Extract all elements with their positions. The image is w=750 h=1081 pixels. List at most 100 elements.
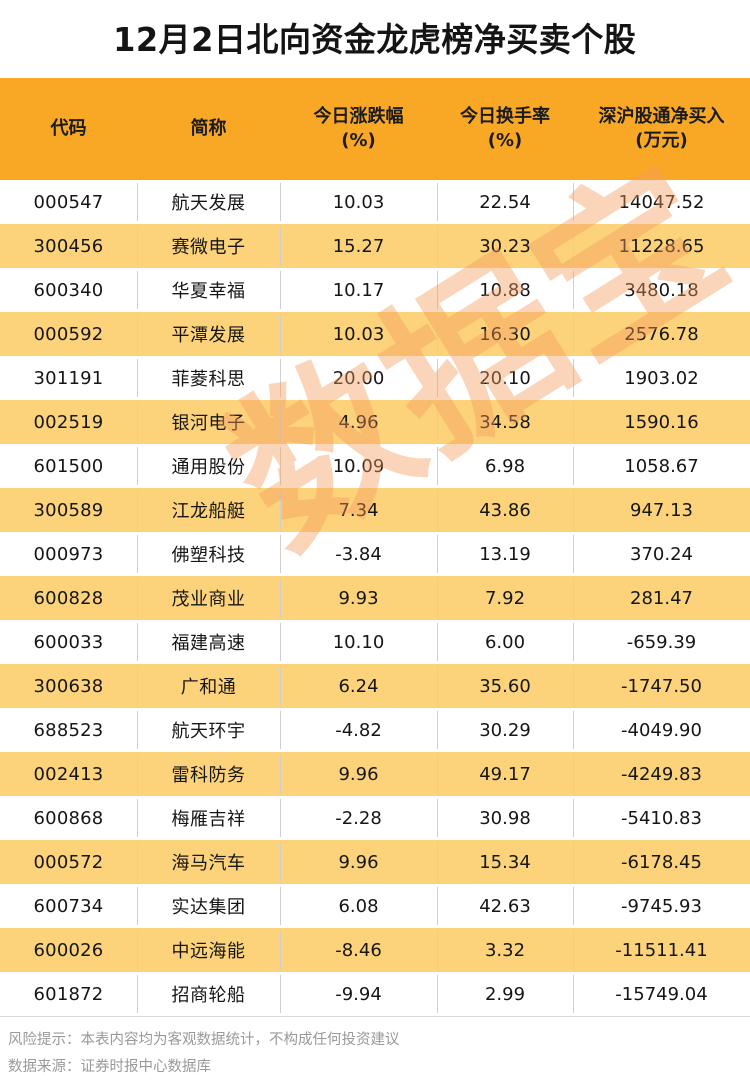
cell-turnover: 30.29 xyxy=(437,708,573,752)
table-row: 000973 佛塑科技 -3.84 13.19 370.24 xyxy=(0,532,750,576)
table-row: 300589 江龙船艇 7.34 43.86 947.13 xyxy=(0,488,750,532)
column-header-net-buy-line1: 深沪股通净买入 xyxy=(598,106,725,128)
cell-code: 300456 xyxy=(33,235,104,257)
cell-short-name: 广和通 xyxy=(137,664,280,708)
cell-turnover: 10.88 xyxy=(437,268,573,312)
cell-net-buy: 1058.67 xyxy=(573,444,750,488)
cell-short-name: 梅雁吉祥 xyxy=(137,796,280,840)
column-header-short-name: 简称 xyxy=(137,78,280,180)
cell-code: 600734 xyxy=(33,895,104,917)
column-header-code: 代码 xyxy=(0,78,137,180)
cell-code: 600868 xyxy=(33,807,104,829)
cell-turnover: 13.19 xyxy=(437,532,573,576)
cell-short-name: 实达集团 xyxy=(137,884,280,928)
table-body: 000547 航天发展 10.03 22.54 14047.52 300456 赛微电子 15… xyxy=(0,180,750,1017)
cell-net-buy: 947.13 xyxy=(573,488,750,532)
cell-change-pct: 9.96 xyxy=(280,752,437,796)
cell-net-buy: -4249.83 xyxy=(573,752,750,796)
cell-turnover: 2.99 xyxy=(437,972,573,1016)
table-row: 000592 平潭发展 10.03 16.30 2576.78 xyxy=(0,312,750,356)
cell-turnover: 16.30 xyxy=(437,312,573,356)
data-table: 代码 简称 今日涨跌幅 (%) 今日换手率 (%) 深沪股通净买入 (万元) 0… xyxy=(0,78,750,1017)
cell-turnover: 3.32 xyxy=(437,928,573,972)
page-title: 12月2日北向资金龙虎榜净买卖个股 xyxy=(113,19,637,59)
cell-short-name: 平潭发展 xyxy=(137,312,280,356)
cell-short-name: 航天发展 xyxy=(137,180,280,224)
footer: 风险提示：本表内容均为客观数据统计，不构成任何投资建议 数据来源：证券时报中心数… xyxy=(0,1017,750,1081)
cell-turnover: 20.10 xyxy=(437,356,573,400)
column-header-change-pct-line2: (%) xyxy=(341,130,376,151)
table-row: 600734 实达集团 6.08 42.63 -9745.93 xyxy=(0,884,750,928)
table-header-row: 代码 简称 今日涨跌幅 (%) 今日换手率 (%) 深沪股通净买入 (万元) xyxy=(0,78,750,180)
cell-turnover: 15.34 xyxy=(437,840,573,884)
risk-note: 风险提示：本表内容均为客观数据统计，不构成任何投资建议 xyxy=(8,1032,400,1048)
cell-code: 002413 xyxy=(33,763,104,785)
column-header-turnover-line1: 今日换手率 xyxy=(460,106,550,128)
cell-short-name: 福建高速 xyxy=(137,620,280,664)
cell-short-name: 菲菱科思 xyxy=(137,356,280,400)
cell-short-name: 雷科防务 xyxy=(137,752,280,796)
cell-net-buy: -5410.83 xyxy=(573,796,750,840)
cell-code: 002519 xyxy=(33,411,104,433)
cell-code: 601872 xyxy=(33,983,104,1005)
column-header-change-pct-line1: 今日涨跌幅 xyxy=(313,106,404,128)
table-row: 601500 通用股份 10.09 6.98 1058.67 xyxy=(0,444,750,488)
cell-change-pct: -4.82 xyxy=(280,708,437,752)
cell-change-pct: -9.94 xyxy=(280,972,437,1016)
table-row: 002413 雷科防务 9.96 49.17 -4249.83 xyxy=(0,752,750,796)
cell-code: 000572 xyxy=(33,851,104,873)
cell-turnover: 43.86 xyxy=(437,488,573,532)
cell-change-pct: 7.34 xyxy=(280,488,437,532)
cell-short-name: 中远海能 xyxy=(137,928,280,972)
cell-short-name: 茂业商业 xyxy=(137,576,280,620)
table-row: 601872 招商轮船 -9.94 2.99 -15749.04 xyxy=(0,972,750,1017)
cell-code: 600033 xyxy=(33,631,104,653)
cell-turnover: 6.98 xyxy=(437,444,573,488)
cell-net-buy: -659.39 xyxy=(573,620,750,664)
table-row: 600026 中远海能 -8.46 3.32 -11511.41 xyxy=(0,928,750,972)
cell-change-pct: 10.10 xyxy=(280,620,437,664)
cell-change-pct: 4.96 xyxy=(280,400,437,444)
cell-net-buy: -11511.41 xyxy=(573,928,750,972)
cell-turnover: 22.54 xyxy=(437,180,573,224)
cell-change-pct: 6.08 xyxy=(280,884,437,928)
cell-change-pct: -3.84 xyxy=(280,532,437,576)
cell-change-pct: 9.93 xyxy=(280,576,437,620)
column-header-net-buy-line2: (万元) xyxy=(635,130,688,151)
column-header-code-line1: 代码 xyxy=(50,118,87,140)
title-bar: 12月2日北向资金龙虎榜净买卖个股 xyxy=(0,0,750,78)
cell-short-name: 招商轮船 xyxy=(137,972,280,1016)
column-header-short-name-line1: 简称 xyxy=(190,118,227,140)
cell-net-buy: 281.47 xyxy=(573,576,750,620)
cell-net-buy: -15749.04 xyxy=(573,972,750,1016)
table-row: 000572 海马汽车 9.96 15.34 -6178.45 xyxy=(0,840,750,884)
cell-change-pct: 6.24 xyxy=(280,664,437,708)
cell-code: 000547 xyxy=(33,191,104,213)
cell-net-buy: 11228.65 xyxy=(573,224,750,268)
cell-change-pct: -2.28 xyxy=(280,796,437,840)
cell-code: 301191 xyxy=(33,367,104,389)
cell-short-name: 赛微电子 xyxy=(137,224,280,268)
cell-change-pct: 10.17 xyxy=(280,268,437,312)
cell-net-buy: -6178.45 xyxy=(573,840,750,884)
cell-change-pct: 20.00 xyxy=(280,356,437,400)
cell-change-pct: -8.46 xyxy=(280,928,437,972)
cell-turnover: 35.60 xyxy=(437,664,573,708)
cell-code: 688523 xyxy=(33,719,104,741)
cell-net-buy: -1747.50 xyxy=(573,664,750,708)
cell-code: 600026 xyxy=(33,939,104,961)
table-row: 300638 广和通 6.24 35.60 -1747.50 xyxy=(0,664,750,708)
cell-short-name: 华夏幸福 xyxy=(137,268,280,312)
cell-net-buy: 1903.02 xyxy=(573,356,750,400)
cell-net-buy: 1590.16 xyxy=(573,400,750,444)
cell-turnover: 42.63 xyxy=(437,884,573,928)
cell-code: 000973 xyxy=(33,543,104,565)
column-header-turnover: 今日换手率 (%) xyxy=(437,78,573,180)
cell-net-buy: -9745.93 xyxy=(573,884,750,928)
cell-short-name: 江龙船艇 xyxy=(137,488,280,532)
table-row: 600828 茂业商业 9.93 7.92 281.47 xyxy=(0,576,750,620)
cell-code: 601500 xyxy=(33,455,104,477)
cell-net-buy: 2576.78 xyxy=(573,312,750,356)
cell-short-name: 佛塑科技 xyxy=(137,532,280,576)
cell-code: 300589 xyxy=(33,499,104,521)
